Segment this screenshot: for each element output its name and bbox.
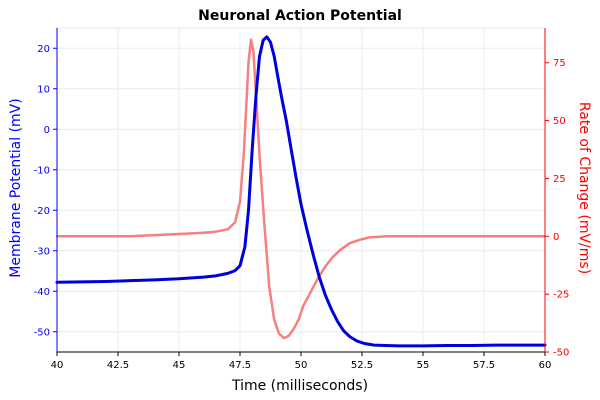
right-tick-label: 0 xyxy=(553,232,559,243)
membrane-potential-line xyxy=(55,35,547,348)
left-tick-label: -30 xyxy=(34,246,50,257)
right-tick-label: 25 xyxy=(553,174,566,185)
left-tick-label: 0 xyxy=(44,125,50,136)
left-tick-label: 20 xyxy=(37,44,50,55)
axes xyxy=(53,28,549,356)
tick-labels: 40 42.5 45 47.5 50 52.5 55 57.5 60-50-40-30-20-1… xyxy=(34,44,570,371)
rate-of-change-line xyxy=(55,38,547,340)
x-tick-label: 45 xyxy=(173,360,186,371)
x-tick-label: 55 xyxy=(417,360,430,371)
left-tick-label: -10 xyxy=(34,165,50,176)
left-tick-label: 10 xyxy=(37,84,50,95)
chart-title: Neuronal Action Potential xyxy=(198,8,402,24)
x-tick-label: 42.5 xyxy=(107,360,129,371)
right-tick-label: -25 xyxy=(553,290,569,301)
x-tick-label: 40 xyxy=(51,360,64,371)
x-tick-label: 47.5 xyxy=(229,360,251,371)
right-axis-label: Rate of Change (mV/ms) xyxy=(576,102,592,274)
x-axis-label: Time (milliseconds) xyxy=(231,378,368,394)
right-tick-label: 75 xyxy=(553,58,566,69)
left-axis-label: Membrane Potential (mV) xyxy=(8,98,24,277)
left-tick-label: -20 xyxy=(34,206,50,217)
x-tick-label: 57.5 xyxy=(473,360,495,371)
x-tick-label: 50 xyxy=(295,360,308,371)
left-tick-label: -40 xyxy=(34,287,50,298)
x-tick-label: 60 xyxy=(539,360,552,371)
x-tick-label: 52.5 xyxy=(351,360,373,371)
series-group xyxy=(55,35,547,348)
right-tick-label: 50 xyxy=(553,116,566,127)
right-tick-label: -50 xyxy=(553,348,569,359)
left-tick-label: -50 xyxy=(34,327,50,338)
